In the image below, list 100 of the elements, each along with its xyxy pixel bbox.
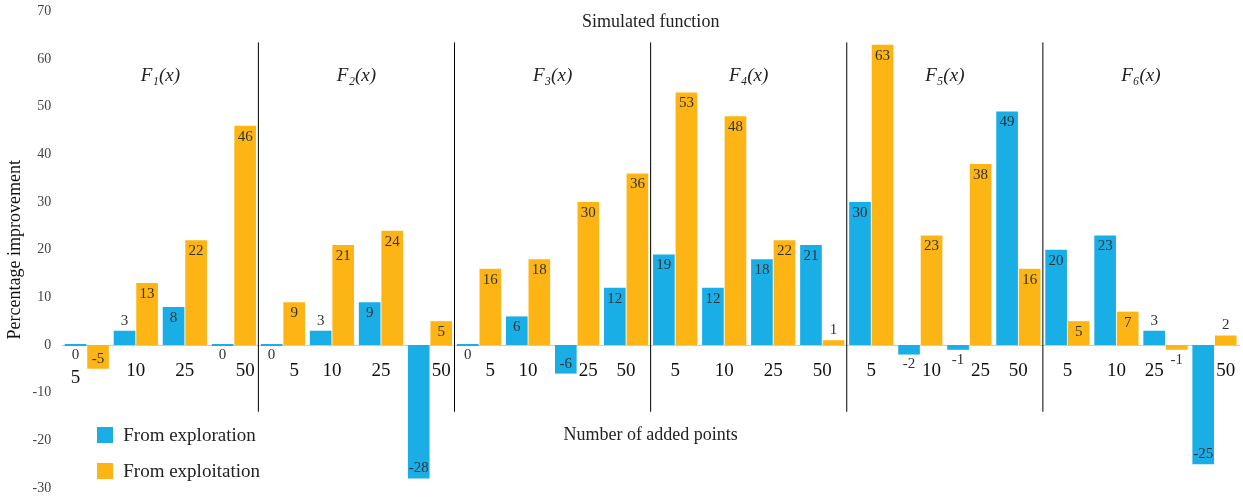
data-label: 46 [237, 127, 254, 144]
bar [800, 244, 822, 346]
data-label: 12 [607, 289, 623, 306]
data-label: 38 [973, 165, 989, 182]
bar [1192, 345, 1215, 465]
x-tick-label: 50 [1008, 359, 1028, 380]
bar [947, 345, 969, 350]
bar [675, 92, 698, 346]
bar [1067, 321, 1090, 346]
bar [604, 287, 626, 346]
bar [211, 344, 234, 347]
data-label: -25 [1193, 445, 1214, 462]
x-tick-label: 10 [922, 359, 942, 380]
bar [849, 202, 871, 346]
x-tick-label: 10 [518, 359, 538, 380]
data-label: 20 [1048, 251, 1064, 268]
data-label: 7 [1123, 313, 1132, 330]
data-label: 9 [290, 304, 298, 321]
data-label: 48 [727, 118, 743, 135]
bar [1143, 330, 1165, 346]
bar [920, 235, 943, 346]
data-label: 0 [71, 345, 80, 362]
bar [773, 240, 796, 346]
y-tick-label: -10 [32, 384, 52, 400]
annotation: F₂(x) [335, 63, 377, 86]
x-tick-label: 50 [616, 359, 636, 380]
bar [1165, 345, 1188, 350]
data-label: 63 [875, 46, 891, 63]
y-axis-title: Percentage improvement [3, 159, 24, 340]
data-label: 22 [188, 242, 204, 259]
data-label: -28 [408, 459, 429, 476]
bar [871, 44, 894, 346]
bar [996, 111, 1018, 346]
bar [113, 330, 136, 346]
x-tick-label: 10 [126, 359, 146, 380]
x-tick-label: 25 [1144, 359, 1164, 380]
bar [283, 302, 305, 346]
bar [626, 173, 649, 346]
bar [751, 259, 773, 346]
data-label: -2 [902, 355, 916, 372]
y-tick-label: 10 [37, 289, 52, 305]
data-label: 23 [1097, 237, 1113, 254]
bar [702, 287, 724, 346]
data-label: 21 [803, 246, 819, 263]
bar [64, 344, 87, 347]
legend-label: From exploitation [123, 459, 260, 482]
bar [898, 345, 920, 355]
data-label: 3 [316, 311, 325, 328]
data-label: -6 [559, 354, 573, 371]
data-label: -5 [91, 349, 105, 366]
x-tick-label: 5 [289, 359, 299, 380]
annotation: F₄(x) [728, 63, 769, 86]
chart-title: Simulated function [581, 11, 720, 32]
data-label: 3 [120, 311, 129, 328]
data-label: 22 [776, 242, 792, 259]
x-tick-label: 25 [578, 359, 598, 380]
annotation: F₆(x) [1120, 63, 1161, 86]
data-label: 2 [1222, 316, 1230, 333]
data-label: -1 [951, 350, 965, 367]
legend-label: From exploration [123, 423, 256, 446]
bar [822, 340, 845, 346]
bar [234, 125, 256, 346]
x-tick-label: 50 [812, 359, 832, 380]
annotation: F₁(x) [139, 63, 180, 86]
bar [162, 306, 185, 346]
data-label: 0 [464, 345, 472, 362]
y-tick-label: 40 [37, 146, 52, 162]
data-label: 5 [1074, 323, 1083, 340]
x-tick-label: 5 [485, 359, 496, 380]
y-tick-label: 30 [37, 193, 52, 209]
bar [136, 283, 158, 346]
x-tick-label: 25 [175, 359, 195, 380]
data-label: 18 [531, 261, 547, 278]
x-axis-title: Number of added points [563, 424, 738, 445]
x-tick-label: 50 [431, 359, 451, 380]
data-label: 16 [482, 270, 499, 287]
data-label: 3 [1150, 311, 1158, 328]
data-label: 6 [513, 318, 522, 335]
data-label: 19 [656, 256, 672, 273]
y-tick-label: 50 [37, 98, 52, 114]
bar [309, 330, 332, 346]
bar [332, 244, 355, 346]
bar [407, 345, 430, 479]
data-label: 8 [169, 308, 178, 325]
data-label: 30 [852, 203, 868, 220]
x-tick-label: 5 [1062, 359, 1073, 380]
x-tick-label: 5 [866, 359, 877, 380]
bar [185, 240, 207, 346]
data-label: 0 [218, 345, 227, 362]
bar [1116, 311, 1139, 346]
data-label: 36 [629, 175, 646, 192]
data-label: 23 [924, 237, 940, 254]
data-label: 5 [437, 323, 446, 340]
data-label: 18 [754, 261, 770, 278]
y-tick-label: 60 [37, 50, 52, 66]
data-label: 21 [335, 246, 351, 263]
y-tick-label: -20 [32, 432, 52, 448]
data-label: 12 [705, 289, 721, 306]
bar [1214, 335, 1237, 346]
y-tick-label: -30 [32, 479, 52, 495]
